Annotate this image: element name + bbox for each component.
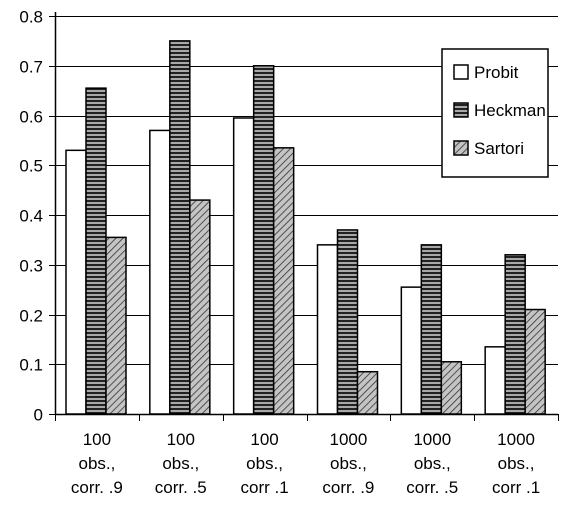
bar-probit [400, 286, 423, 415]
y-tick-label: 0.1 [19, 356, 43, 375]
x-category-label: obs., [78, 454, 115, 473]
x-category-label: 1000 [497, 430, 535, 449]
y-tick-label: 0.6 [19, 108, 43, 127]
bar-heckman [504, 254, 526, 415]
y-tick-label: 0.8 [19, 8, 43, 27]
legend-label-heckman: Heckman [474, 101, 546, 120]
bar-sartori [440, 361, 463, 415]
y-tick-label: 0.3 [19, 257, 43, 276]
x-category-label: corr. .9 [71, 478, 123, 497]
x-category-label: corr. .5 [406, 478, 458, 497]
legend-swatch-sartori [453, 140, 469, 156]
y-tick-label: 0 [34, 406, 43, 425]
x-category-label: obs., [414, 454, 451, 473]
legend-label-sartori: Sartori [474, 139, 524, 158]
y-tick-label: 0.5 [19, 157, 43, 176]
bar-heckman [85, 87, 107, 415]
legend-swatch-probit [453, 64, 469, 80]
x-category-label: obs., [498, 454, 535, 473]
y-tick-label: 0.2 [19, 307, 43, 326]
x-category-label: 1000 [413, 430, 451, 449]
bar-sartori [272, 147, 295, 415]
x-category-label: obs., [330, 454, 367, 473]
x-category-label: 100 [250, 430, 278, 449]
bar-probit [65, 149, 87, 415]
x-category-label: 100 [167, 430, 195, 449]
bar-probit [149, 129, 171, 415]
bar-sartori [356, 370, 379, 415]
gridlines [55, 16, 558, 365]
legend-label-probit: Probit [474, 63, 519, 82]
bar-sartori [105, 236, 127, 415]
x-category-label: corr. .5 [155, 478, 207, 497]
bar-probit [316, 244, 339, 415]
bar-heckman [336, 229, 359, 415]
legend: Probit Heckman Sartori [441, 48, 549, 178]
axes [49, 12, 559, 421]
bar-sartori [189, 199, 211, 415]
bar-probit [232, 117, 255, 415]
bar-heckman [252, 65, 275, 415]
x-category-label: corr. .9 [322, 478, 374, 497]
x-category-label: 1000 [330, 430, 368, 449]
axis-labels: 0 0.1 0.2 0.3 0.4 0.5 0.6 0.7 0.8 100 obs., corr. .… [19, 8, 540, 498]
bar-sartori [524, 308, 546, 415]
bar-heckman [169, 40, 191, 415]
x-category-label: corr .1 [492, 478, 540, 497]
bar-heckman [420, 244, 443, 415]
legend-swatch-heckman [453, 102, 469, 118]
y-tick-label: 0.4 [19, 207, 43, 226]
x-category-label: corr .1 [240, 478, 288, 497]
bar-probit [484, 346, 506, 415]
x-category-label: 100 [83, 430, 111, 449]
y-tick-label: 0.7 [19, 58, 43, 77]
x-category-label: obs., [162, 454, 199, 473]
x-category-label: obs., [246, 454, 283, 473]
